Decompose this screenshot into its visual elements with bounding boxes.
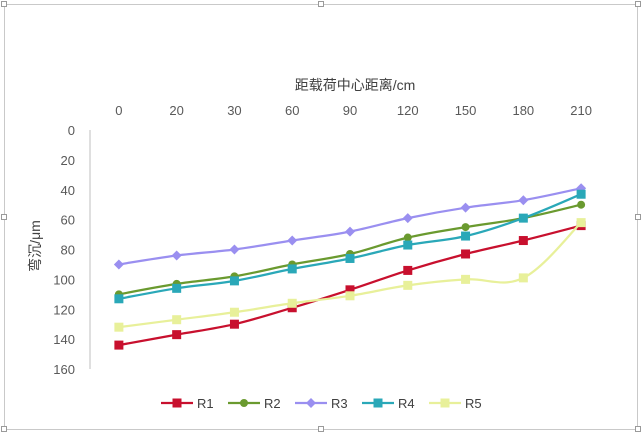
legend-label-r2: R2 — [264, 396, 281, 411]
x-tick-label: 0 — [115, 103, 122, 118]
data-point-r1 — [345, 285, 355, 295]
data-point-r2 — [461, 223, 470, 232]
legend-marker-r3 — [306, 398, 316, 408]
legend-marker-r1 — [172, 398, 182, 408]
resize-handle-bottom-left[interactable] — [1, 426, 7, 432]
data-point-r1 — [461, 249, 471, 259]
data-point-r5 — [461, 274, 471, 284]
y-tick-label: 20 — [61, 153, 75, 168]
data-point-r3 — [229, 244, 240, 255]
legend-label-r4: R4 — [398, 396, 415, 411]
data-point-r3 — [171, 250, 182, 261]
data-point-r5 — [576, 218, 586, 228]
x-tick-label: 30 — [227, 103, 241, 118]
y-tick-label: 160 — [53, 362, 75, 377]
data-point-r5 — [518, 273, 528, 283]
legend-marker-r4 — [373, 398, 383, 408]
x-axis-title: 距载荷中心距离/cm — [295, 77, 416, 93]
resize-handle-top[interactable] — [318, 1, 324, 7]
data-point-r2 — [403, 233, 412, 242]
data-point-r4 — [287, 264, 297, 274]
resize-handle-bottom-right[interactable] — [635, 426, 641, 432]
data-point-r5 — [403, 280, 413, 290]
data-point-r1 — [518, 236, 528, 246]
legend-label-r3: R3 — [331, 396, 348, 411]
data-point-r3 — [113, 259, 124, 270]
y-axis-title: 弯沉/μm — [27, 220, 43, 272]
x-tick-label: 60 — [285, 103, 299, 118]
y-tick-label: 40 — [61, 183, 75, 198]
x-tick-label: 180 — [512, 103, 534, 118]
data-point-r5 — [114, 322, 124, 332]
data-point-r1 — [172, 330, 182, 340]
data-point-r4 — [576, 189, 586, 199]
data-point-r4 — [403, 240, 413, 250]
y-tick-label: 0 — [68, 123, 75, 138]
x-tick-label: 120 — [397, 103, 419, 118]
data-point-r3 — [345, 226, 355, 237]
series-line-r5 — [117, 221, 583, 329]
resize-handle-left[interactable] — [1, 214, 7, 220]
data-point-r3 — [402, 213, 413, 224]
y-tick-label: 120 — [53, 302, 75, 317]
data-point-r4 — [114, 294, 124, 304]
data-point-r1 — [114, 340, 124, 350]
y-tick-label: 140 — [53, 332, 75, 347]
data-point-r1 — [229, 319, 239, 329]
x-tick-label: 150 — [455, 103, 477, 118]
legend-marker-r2 — [240, 399, 248, 407]
data-point-r5 — [287, 298, 297, 308]
data-point-r4 — [461, 231, 471, 241]
data-point-r4 — [518, 213, 528, 223]
data-point-r3 — [287, 235, 298, 246]
data-point-r2 — [577, 200, 586, 209]
x-tick-label: 210 — [570, 103, 592, 118]
data-point-r4 — [229, 276, 239, 286]
y-tick-label: 60 — [61, 213, 75, 228]
resize-handle-top-left[interactable] — [1, 1, 7, 7]
data-point-r3 — [460, 202, 471, 213]
legend: R1 R2 R3 R4 R5 — [161, 396, 482, 411]
legend-label-r1: R1 — [197, 396, 214, 411]
data-point-r5 — [345, 291, 355, 301]
legend-label-r5: R5 — [465, 396, 482, 411]
y-tick-label: 100 — [53, 272, 75, 287]
y-tick-label: 80 — [61, 243, 75, 258]
data-point-r5 — [229, 307, 239, 317]
resize-handle-bottom[interactable] — [318, 426, 324, 432]
data-point-r4 — [172, 283, 182, 293]
data-point-r3 — [518, 195, 529, 206]
resize-handle-top-right[interactable] — [635, 1, 641, 7]
data-point-r5 — [172, 315, 182, 325]
data-point-r1 — [403, 265, 413, 275]
resize-handle-right[interactable] — [635, 214, 641, 220]
legend-marker-r5 — [440, 398, 450, 408]
x-tick-label: 90 — [343, 103, 357, 118]
x-tick-label: 20 — [169, 103, 183, 118]
data-point-r4 — [345, 253, 355, 263]
